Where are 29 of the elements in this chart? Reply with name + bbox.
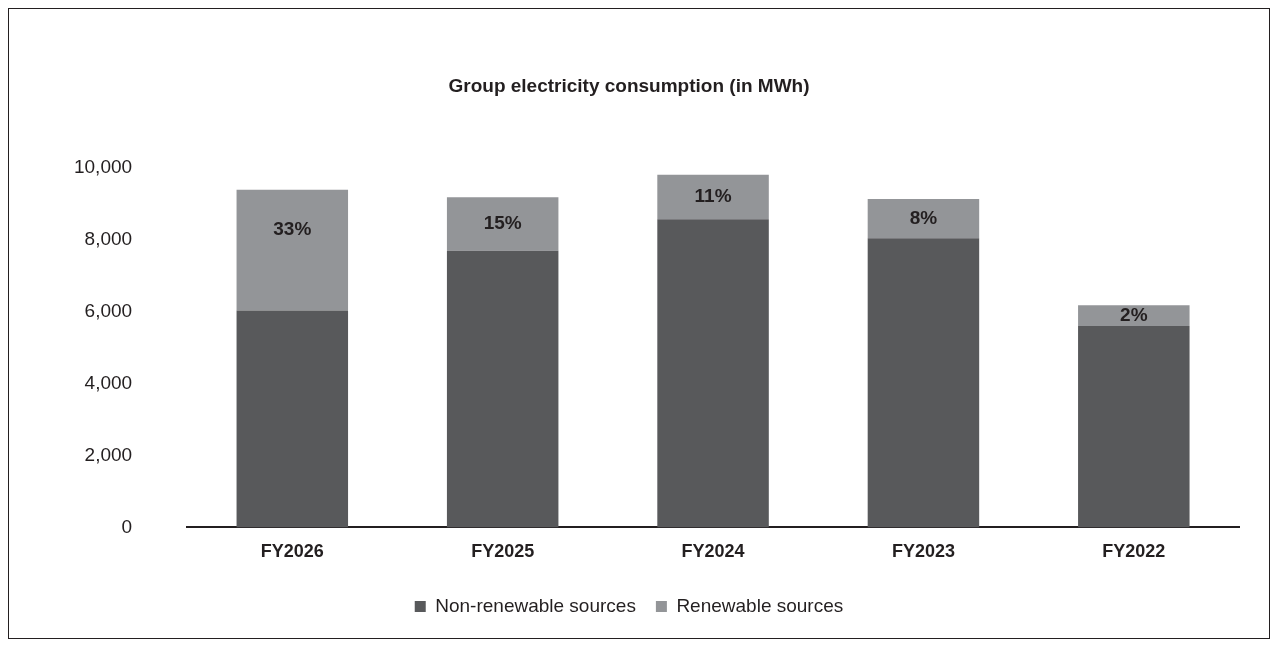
- x-tick-label: FY2025: [471, 541, 535, 562]
- legend-label: Non-renewable sources: [435, 594, 636, 616]
- chart-title: Group electricity consumption (in MWh): [448, 74, 810, 96]
- y-tick-label: 2,000: [84, 443, 133, 465]
- annotation: 8%: [909, 206, 938, 228]
- bar: [446, 250, 559, 528]
- bar: [236, 189, 349, 311]
- bar: [1078, 326, 1190, 528]
- annotation: 11%: [694, 185, 732, 207]
- annotation: 33%: [273, 217, 312, 239]
- bar: [236, 310, 349, 528]
- bar: [446, 197, 559, 251]
- y-tick-label: 4,000: [84, 371, 133, 393]
- x-tick-label: FY2023: [891, 541, 955, 562]
- y-tick-label: 0: [121, 515, 133, 537]
- bar: [867, 238, 980, 528]
- y-tick-label: 8,000: [84, 227, 133, 249]
- bar: [657, 219, 769, 528]
- x-tick-label: FY2024: [681, 541, 745, 562]
- annotation: 2%: [1120, 303, 1148, 325]
- legend-label: Renewable sources: [676, 594, 844, 616]
- x-tick-label: FY2026: [260, 541, 324, 562]
- y-tick-label: 6,000: [84, 299, 133, 321]
- x-tick-label: FY2022: [1102, 541, 1166, 562]
- bar: [1078, 305, 1190, 327]
- bar: [657, 174, 769, 220]
- y-tick-label: 10,000: [73, 156, 133, 178]
- bar: [867, 199, 980, 239]
- annotation: 15%: [483, 212, 522, 234]
